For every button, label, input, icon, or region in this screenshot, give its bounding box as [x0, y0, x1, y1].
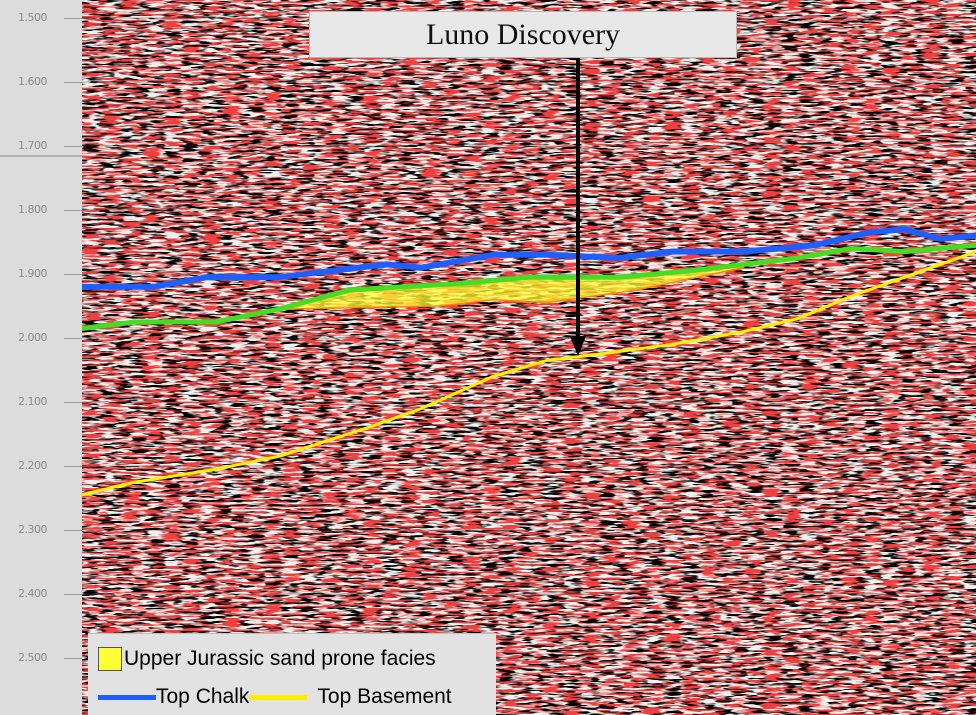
axis-tick-mark [64, 338, 82, 339]
axis-tick-mark [64, 274, 82, 275]
axis-tick-mark [64, 594, 82, 595]
legend-facies-label: Upper Jurassic sand prone facies [124, 647, 436, 670]
legend-top-chalk-label: Top Chalk [156, 685, 250, 708]
axis-tick-label: 2.400 [18, 587, 48, 600]
title-box: Luno Discovery [309, 11, 737, 58]
axis-tick-label: 1.700 [18, 139, 48, 152]
axis-tick-mark [64, 658, 82, 659]
page-title: Luno Discovery [425, 18, 621, 51]
axis-tick-mark [64, 466, 82, 467]
legend: Upper Jurassic sand prone facies Top Cha… [88, 633, 496, 715]
axis-tick-label: 2.100 [18, 395, 48, 408]
axis-tick-mark [64, 18, 82, 19]
axis-tick-label: 2.200 [18, 459, 48, 472]
discovery-well-arrowhead [570, 336, 586, 356]
top-basement-horizon [82, 250, 976, 497]
top-basement-line-sample [249, 694, 308, 700]
legend-lines-row: Top Chalk Top Basement [88, 684, 452, 710]
axis-tick-label: 2.000 [18, 331, 48, 344]
time-axis: 1.500 1.600 1.700 1.800 1.900 2.000 2.100 2.200… [0, 0, 82, 715]
axis-tick-mark [64, 210, 82, 211]
facies-swatch [98, 647, 122, 671]
top-chalk-horizon [82, 226, 976, 290]
axis-tick-label: 2.500 [18, 651, 48, 664]
axis-tick-label: 1.900 [18, 267, 48, 280]
axis-tick-mark [64, 402, 82, 403]
axis-tick-label: 1.500 [18, 11, 48, 24]
legend-facies-row: Upper Jurassic sand prone facies [88, 646, 436, 672]
axis-tick-label: 1.800 [18, 203, 48, 216]
top-chalk-line-sample [98, 694, 156, 700]
axis-tick-label: 2.300 [18, 523, 48, 536]
seismic-red-reflectors [82, 0, 976, 715]
axis-tick-label: 1.600 [18, 75, 48, 88]
axis-separator [0, 155, 82, 157]
green-horizon [82, 242, 976, 331]
seismic-section [82, 0, 976, 715]
axis-tick-mark [64, 82, 82, 83]
axis-tick-mark [64, 530, 82, 531]
legend-top-basement-label: Top Basement [317, 685, 452, 708]
axis-tick-mark [64, 146, 82, 147]
